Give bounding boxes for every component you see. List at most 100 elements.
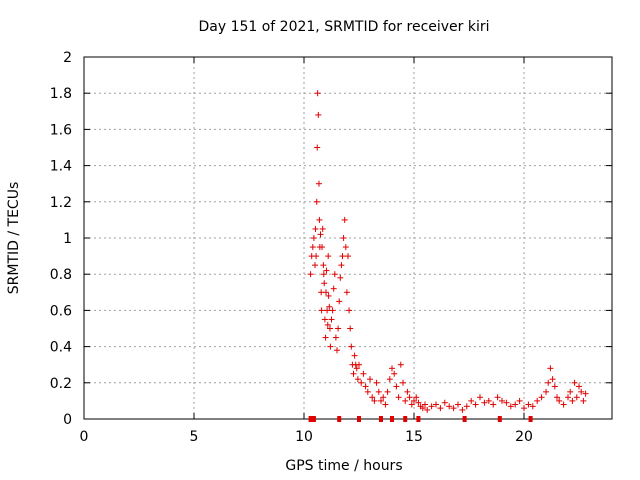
data-point: [348, 343, 355, 350]
data-point: [459, 406, 466, 413]
baseline-marker: [379, 416, 383, 422]
data-point: [325, 292, 332, 299]
x-tick-label: 5: [190, 429, 199, 445]
data-point: [336, 298, 343, 305]
baseline-marker: [462, 416, 467, 422]
data-point: [578, 388, 585, 395]
data-point: [332, 334, 339, 341]
data-point: [551, 383, 558, 390]
data-point: [342, 244, 349, 251]
y-tick-label: 0: [63, 412, 72, 428]
y-tick-label: 1.8: [50, 86, 72, 102]
data-point: [369, 394, 376, 401]
data-point: [329, 307, 336, 314]
data-point: [334, 347, 340, 354]
data-point: [327, 343, 334, 350]
data-point: [318, 307, 325, 314]
data-point: [422, 401, 428, 408]
data-point: [358, 379, 365, 386]
x-tick-label: 10: [295, 429, 313, 445]
data-point: [380, 394, 387, 401]
data-point: [343, 289, 350, 296]
data-point: [315, 180, 322, 187]
data-point: [315, 111, 322, 118]
data-point: [554, 394, 560, 401]
data-point: [494, 394, 501, 401]
data-point: [560, 401, 567, 408]
data-point: [360, 370, 367, 377]
plot-frame: [83, 56, 613, 420]
data-point: [545, 379, 552, 386]
data-point: [346, 307, 353, 314]
data-point: [576, 383, 582, 390]
data-point: [310, 235, 317, 241]
baseline-marker: [311, 416, 316, 422]
baseline-marker: [357, 416, 361, 422]
y-tick-label: 0.2: [50, 376, 72, 392]
data-point: [580, 397, 587, 404]
data-point: [384, 388, 391, 395]
x-tick-label: 0: [80, 429, 89, 445]
data-point: [340, 235, 347, 241]
data-point: [415, 399, 422, 406]
data-point: [330, 285, 337, 292]
y-tick-label: 2: [63, 50, 72, 66]
baseline-marker: [308, 416, 313, 422]
data-points: [307, 90, 589, 413]
x-tick-label: 15: [405, 429, 423, 445]
x-axis-label: GPS time / hours: [285, 458, 402, 474]
x-tick-label: 20: [515, 429, 533, 445]
data-point: [463, 403, 470, 410]
data-point: [433, 401, 439, 408]
data-point: [468, 397, 475, 404]
data-point: [450, 405, 457, 412]
data-point: [307, 271, 314, 278]
data-point: [341, 216, 348, 223]
data-point: [521, 405, 527, 412]
data-point: [413, 394, 420, 401]
data-point: [549, 376, 556, 383]
data-point: [455, 401, 461, 408]
y-axis-label: SRMTID / TECUs: [6, 182, 22, 295]
data-point: [446, 403, 453, 410]
data-point: [314, 144, 321, 151]
y-tick-label: 0.4: [50, 340, 72, 356]
data-point: [319, 244, 326, 251]
data-point: [529, 403, 536, 410]
chart-title: Day 151 of 2021, SRMTID for receiver kir…: [198, 19, 489, 35]
baseline-marker: [390, 416, 394, 422]
data-point: [556, 397, 563, 404]
data-point: [547, 365, 554, 372]
data-point: [411, 397, 417, 404]
data-point: [321, 280, 328, 287]
y-tick-label: 0.8: [50, 267, 72, 283]
data-point: [441, 399, 448, 406]
data-point: [567, 388, 574, 395]
data-point: [477, 394, 483, 401]
data-point: [389, 365, 395, 372]
baseline-marker: [497, 416, 502, 422]
data-point: [395, 394, 402, 401]
data-point: [335, 325, 342, 332]
data-point: [322, 334, 329, 341]
data-point: [313, 198, 320, 205]
data-point: [569, 397, 576, 404]
data-point: [428, 403, 435, 410]
data-point: [317, 231, 324, 238]
data-point: [338, 262, 345, 269]
data-point: [328, 316, 335, 323]
baseline-marker: [528, 416, 533, 422]
data-point: [313, 253, 320, 260]
baseline-marker: [416, 416, 421, 422]
data-point: [351, 352, 358, 359]
y-tick-label: 1.6: [50, 122, 72, 138]
data-point: [378, 397, 384, 404]
data-point: [320, 271, 327, 278]
y-tick-label: 1.2: [50, 195, 72, 211]
data-point: [356, 361, 362, 368]
data-point: [424, 406, 431, 413]
data-point: [525, 401, 532, 408]
grid: [84, 57, 612, 419]
data-point: [382, 401, 389, 408]
